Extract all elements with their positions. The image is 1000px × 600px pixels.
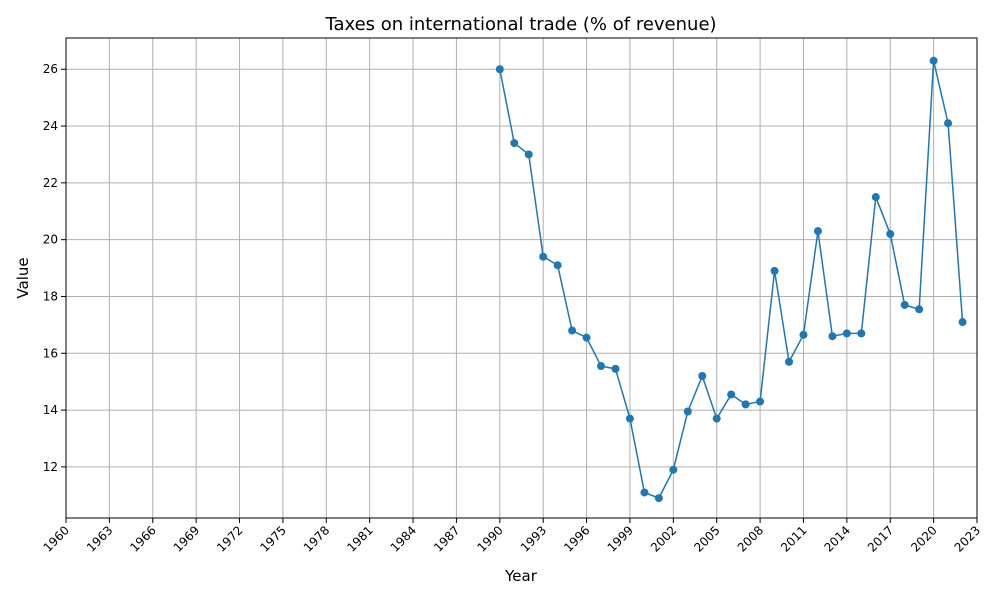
chart-title: Taxes on international trade (% of reven… [324,14,716,35]
data-point [842,329,851,338]
data-point [669,465,678,474]
grid-lines [65,38,978,518]
data-point [929,56,938,65]
data-point [625,414,634,423]
y-tick-label: 20 [43,233,58,247]
data-point [553,261,562,270]
data-point [785,357,794,366]
x-tick-label: 1996 [561,523,592,554]
data-point [495,65,504,74]
y-axis-label: Value [14,257,32,298]
x-tick-label: 1963 [84,523,115,554]
data-point [900,300,909,309]
x-tick-label: 2023 [952,523,983,554]
data-point [770,266,779,275]
data-point [915,305,924,314]
data-point [799,330,808,339]
x-tick-label: 1975 [258,523,289,554]
data-point [727,390,736,399]
y-tick-label: 14 [43,403,58,417]
y-tick-label: 26 [43,62,58,76]
data-point [944,119,953,128]
data-point [857,329,866,338]
data-point [683,407,692,416]
x-tick-label: 1987 [431,523,462,554]
data-series [495,56,967,503]
data-point [568,326,577,335]
y-tick-label: 18 [43,289,58,303]
data-point [582,333,591,342]
x-tick-label: 2020 [908,523,939,554]
data-point [756,397,765,406]
y-tick-label: 12 [43,460,58,474]
data-point [654,494,663,503]
data-point [524,150,533,159]
x-tick-label: 2014 [821,523,852,554]
data-point [611,364,620,373]
x-axis-label: Year [504,567,538,585]
x-tick-label: 1960 [41,523,72,554]
y-axis-ticks: 12 14 16 18 20 22 24 26 [43,62,66,474]
x-tick-label: 1972 [214,523,245,554]
data-point [828,332,837,341]
data-point [741,400,750,409]
plot-frame [65,37,978,519]
data-point [813,227,822,236]
x-tick-label: 2017 [865,523,896,554]
x-tick-label: 1990 [474,523,505,554]
data-point [886,229,895,238]
y-tick-label: 24 [43,119,58,133]
data-point [958,318,967,327]
x-tick-label: 1999 [605,523,636,554]
x-tick-label: 2005 [691,523,722,554]
y-tick-label: 16 [43,346,58,360]
data-point [539,252,548,261]
data-point [640,488,649,497]
data-point [510,139,519,148]
data-point [871,193,880,202]
data-point [712,414,721,423]
y-tick-label: 22 [43,176,58,190]
x-tick-label: 1984 [388,523,419,554]
x-tick-label: 1993 [518,523,549,554]
x-axis-ticks: 1960 1963 1966 1969 1972 1975 1978 1981 1984 1987… [41,518,983,555]
x-tick-label: 2002 [648,523,679,554]
data-point [698,371,707,380]
x-tick-label: 1966 [127,523,158,554]
data-point [597,362,606,371]
x-tick-label: 1969 [171,523,202,554]
x-tick-label: 1978 [301,523,332,554]
x-tick-label: 2011 [778,523,809,554]
x-tick-label: 1981 [344,523,375,554]
x-tick-label: 2008 [735,523,766,554]
